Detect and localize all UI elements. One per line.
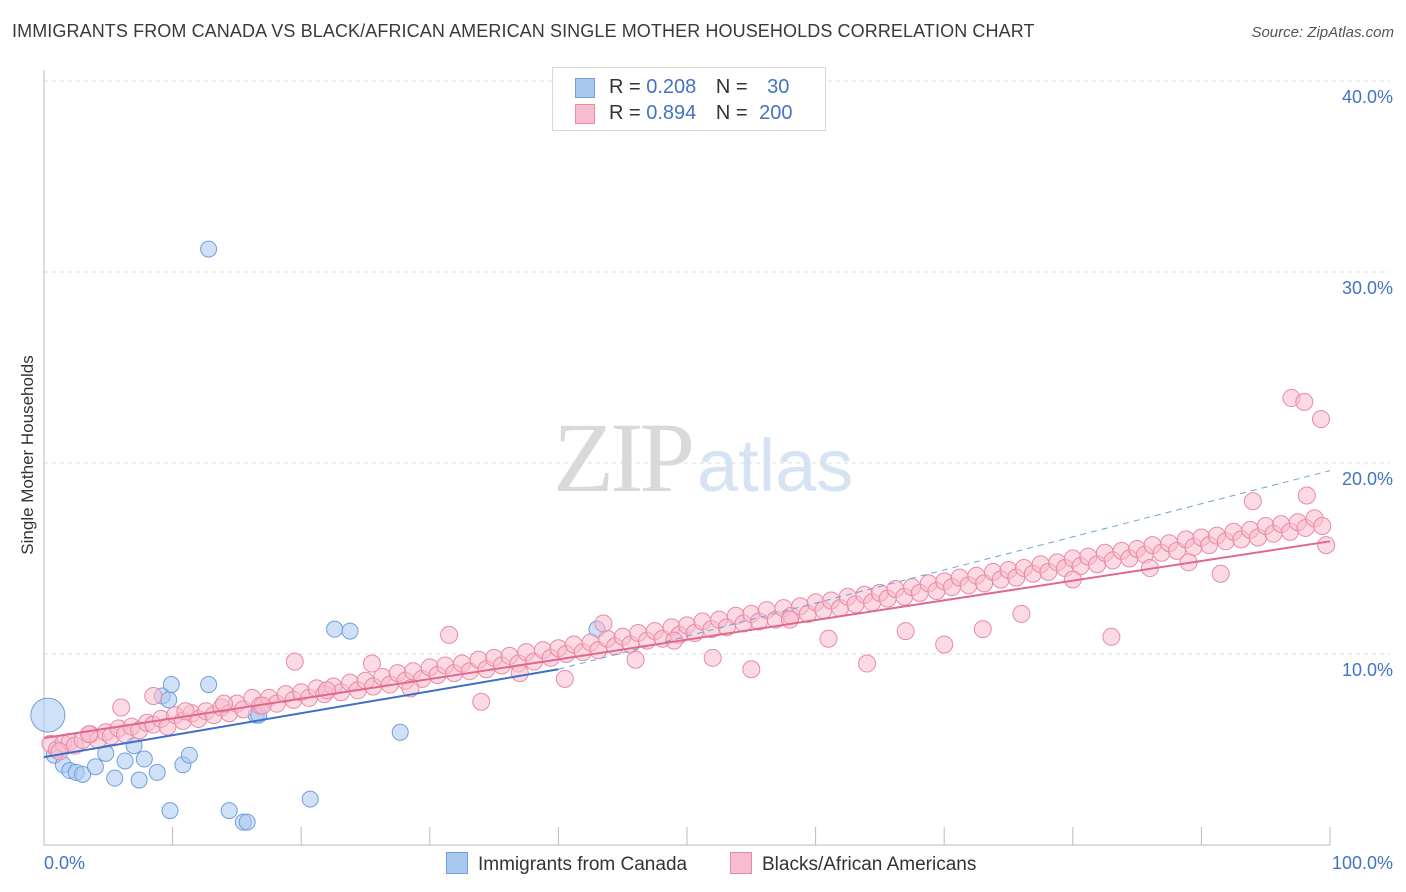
data-point-black [1317, 536, 1336, 555]
data-point-canada [180, 746, 198, 764]
trendline-canada-extended [558, 470, 1331, 670]
legend-n-label: N = [715, 76, 748, 98]
data-point-black [858, 654, 877, 673]
y-tick-label-40: 40.0% [1341, 87, 1393, 107]
data-point-black [440, 625, 459, 644]
bottom-legend-black: Blacks/African Americans [730, 852, 976, 876]
legend-r-value: 0.894 [646, 102, 697, 124]
data-point-black [742, 660, 761, 679]
data-point-canada [116, 752, 134, 770]
data-point-canada [326, 620, 344, 638]
source-label: Source: ZipAtlas.com [1251, 24, 1394, 41]
bottom-legend-swatch-canada [446, 852, 468, 874]
data-point-black [1313, 517, 1332, 536]
data-point-canada [30, 697, 66, 733]
legend-r-value: 0.208 [646, 76, 697, 98]
data-point-canada [200, 240, 218, 258]
bottom-legend-label-black: Blacks/African Americans [762, 854, 977, 875]
legend-text-black: R = 0.894 N = 200 [609, 102, 793, 125]
data-point-canada [162, 676, 180, 694]
y-tick-label-10: 10.0% [1341, 660, 1393, 680]
y-tick-label-20: 20.0% [1341, 469, 1393, 489]
legend-r-label: R = [609, 76, 641, 98]
data-point-black [401, 679, 420, 698]
data-point-canada [220, 802, 238, 820]
data-point-black [472, 692, 491, 711]
bottom-legend-canada: Immigrants from Canada [446, 852, 687, 876]
data-point-canada [341, 622, 359, 640]
watermark-zip: ZIP [553, 402, 695, 513]
data-point-canada [391, 723, 409, 741]
data-point-canada [161, 802, 179, 820]
data-point-black [973, 620, 992, 639]
data-point-canada [148, 763, 166, 781]
x-tick-label-min: 0.0% [44, 853, 86, 873]
data-point-black [285, 652, 304, 671]
y-tick-label-30: 30.0% [1341, 278, 1393, 298]
x-tick-label-max: 100.0% [1331, 853, 1393, 873]
legend-n-value: 200 [759, 102, 793, 124]
data-point-black [626, 650, 645, 669]
data-point-canada [86, 758, 104, 776]
legend-swatch-canada [575, 78, 595, 98]
data-point-black [1311, 410, 1330, 429]
correlation-legend: R = 0.208 N = 30 R = 0.894 N = 200 [552, 67, 826, 131]
data-point-black [50, 742, 69, 761]
data-point-canada [106, 769, 124, 787]
trendline-black [43, 540, 1331, 740]
data-point-black [1211, 564, 1230, 583]
data-point-black [1102, 627, 1121, 646]
legend-n-value: 30 [767, 76, 790, 98]
data-point-canada [135, 750, 153, 768]
bottom-legend-label-canada: Immigrants from Canada [478, 854, 688, 875]
data-point-canada [238, 813, 256, 831]
chart-title: IMMIGRANTS FROM CANADA VS BLACK/AFRICAN … [12, 21, 1035, 41]
data-point-black [1297, 486, 1316, 505]
data-point-canada [301, 790, 319, 808]
data-point-black [1012, 604, 1031, 623]
data-point-black [1243, 492, 1262, 511]
bottom-legend-swatch-black [730, 852, 752, 874]
data-point-black [594, 614, 613, 633]
data-point-canada [200, 676, 218, 694]
watermark-atlas: atlas [697, 424, 854, 507]
data-point-black [896, 622, 915, 641]
legend-r-label: R = [609, 102, 641, 124]
data-point-black [703, 648, 722, 667]
data-point-black [112, 698, 131, 717]
data-point-black [215, 694, 234, 713]
data-point-black [1295, 392, 1314, 411]
legend-swatch-black [575, 104, 595, 124]
data-point-canada [74, 765, 92, 783]
data-point-canada [160, 691, 178, 709]
data-point-black [144, 687, 163, 706]
data-point-canada [97, 744, 115, 762]
data-point-black [819, 629, 838, 648]
data-point-black [935, 635, 954, 654]
watermark: ZIPatlas [553, 400, 853, 515]
data-point-black [80, 725, 99, 744]
data-point-black [362, 654, 381, 673]
legend-text-canada: R = 0.208 N = 30 [609, 76, 789, 99]
trendline-canada [43, 668, 559, 759]
data-point-black [555, 669, 574, 688]
legend-n-label: N = [715, 102, 748, 124]
data-point-canada [130, 771, 148, 789]
